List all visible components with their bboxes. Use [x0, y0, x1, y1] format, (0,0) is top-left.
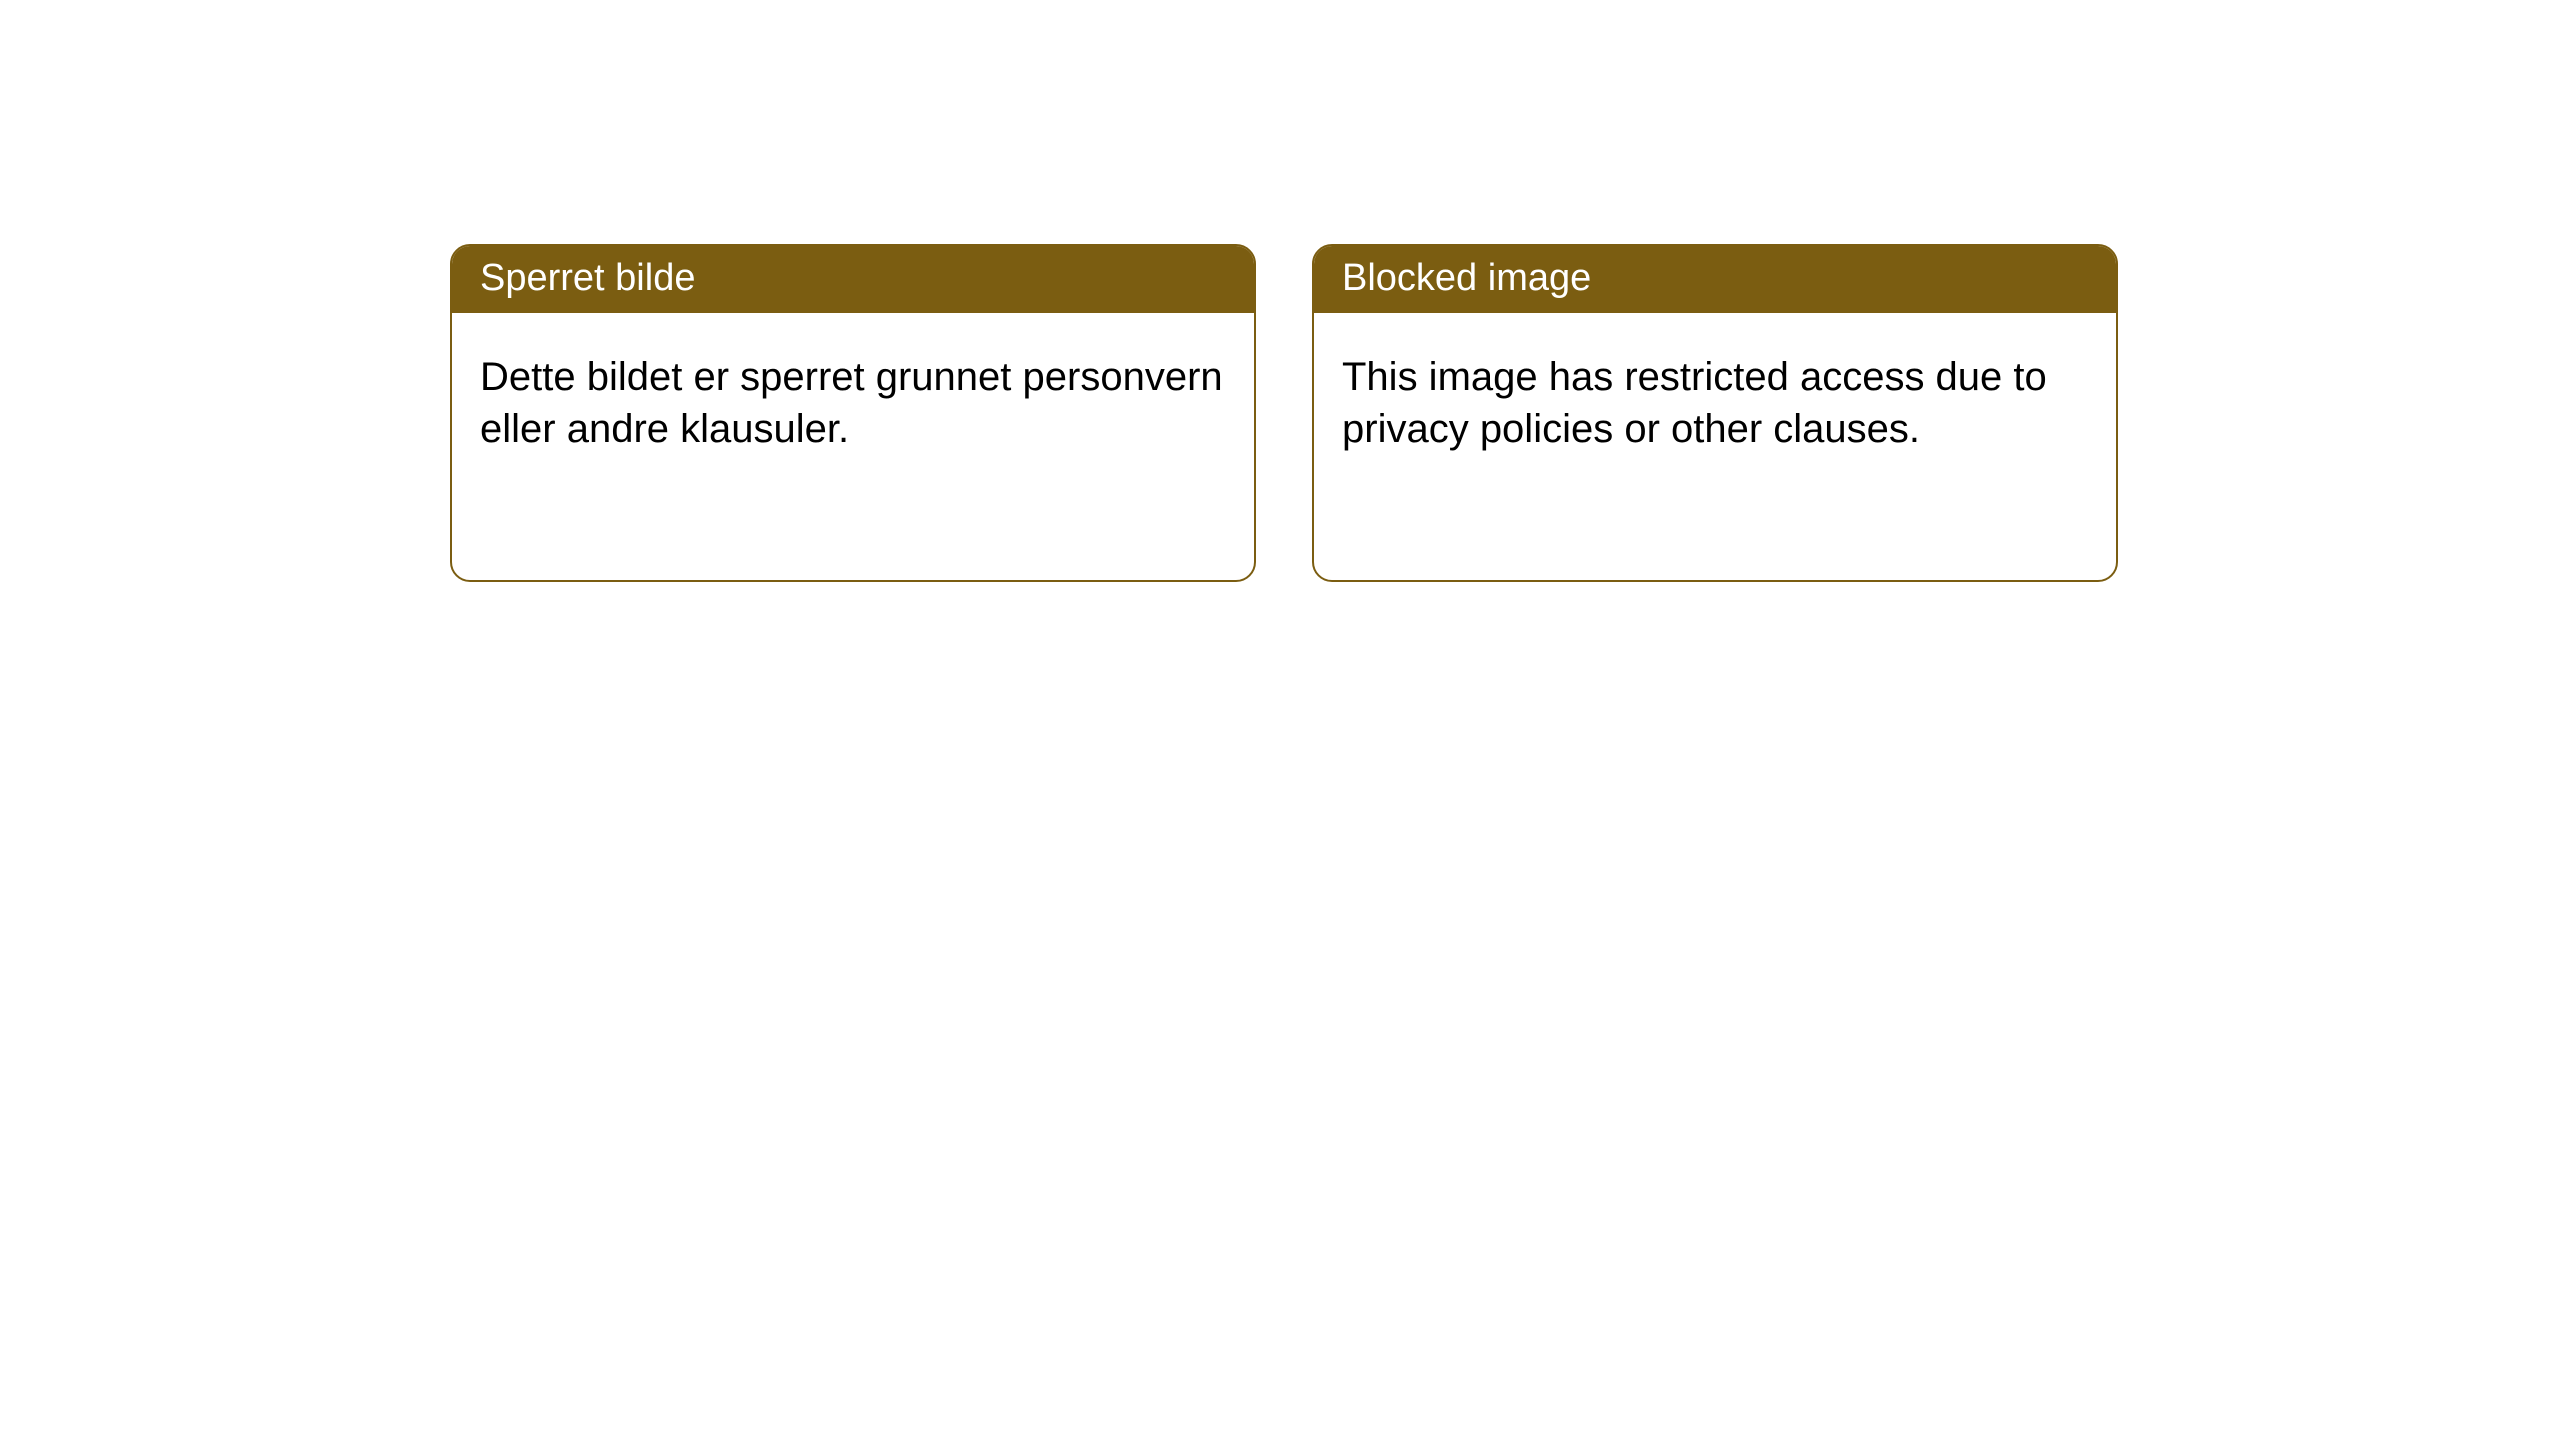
card-body-text: Dette bildet er sperret grunnet personve…	[480, 355, 1223, 451]
blocked-image-card-no: Sperret bilde Dette bildet er sperret gr…	[450, 244, 1256, 582]
card-body: This image has restricted access due to …	[1314, 313, 2116, 493]
card-title: Blocked image	[1342, 257, 1591, 299]
card-header: Blocked image	[1314, 246, 2116, 313]
card-header: Sperret bilde	[452, 246, 1254, 313]
blocked-image-card-en: Blocked image This image has restricted …	[1312, 244, 2118, 582]
notice-container: Sperret bilde Dette bildet er sperret gr…	[0, 0, 2560, 582]
card-body-text: This image has restricted access due to …	[1342, 355, 2047, 451]
card-title: Sperret bilde	[480, 257, 695, 299]
card-body: Dette bildet er sperret grunnet personve…	[452, 313, 1254, 493]
